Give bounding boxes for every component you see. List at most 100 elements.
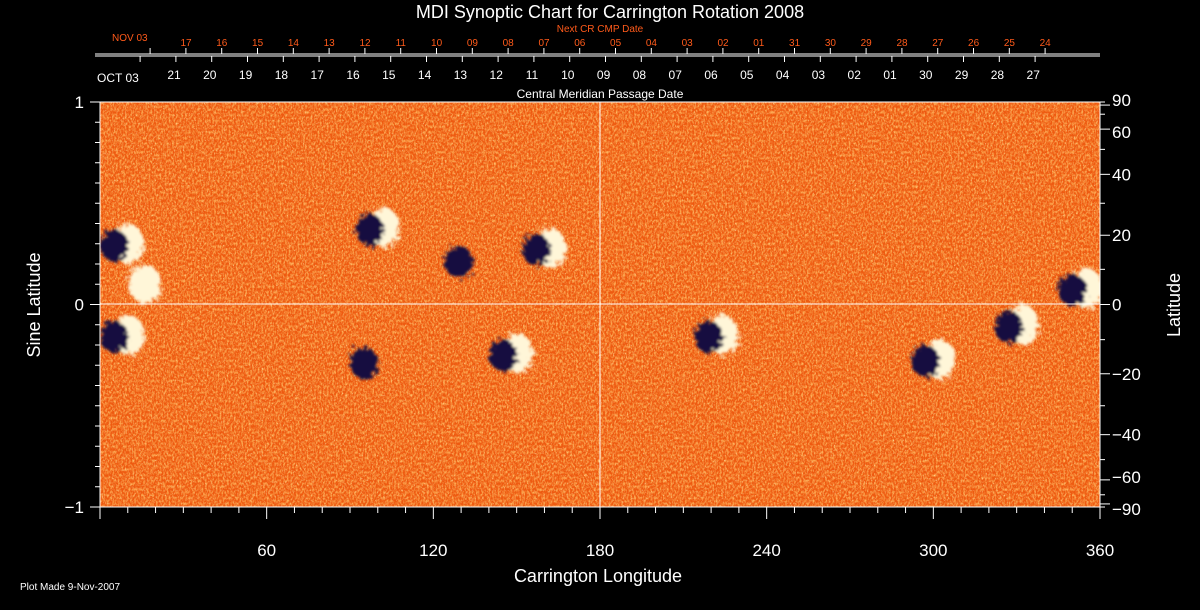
- next-cmp-date-label: 07: [538, 38, 550, 49]
- next-cmp-date-label: 11: [396, 38, 407, 49]
- cmp-date-label: 21: [167, 68, 181, 82]
- cmp-date-label: 27: [1027, 68, 1041, 82]
- active-region-negative-patch: [911, 345, 940, 378]
- y-tick-label-left: 1: [75, 93, 84, 112]
- cmp-date-label: 11: [526, 68, 539, 82]
- cmp-date-label: 14: [418, 68, 432, 82]
- y-axis-label-right: Latitude: [1164, 273, 1184, 337]
- next-cmp-start-label: NOV 03: [112, 33, 148, 44]
- active-region-negative-patch: [100, 320, 129, 353]
- active-region-negative-patch: [694, 320, 723, 353]
- next-cmp-date-label: 12: [359, 38, 371, 49]
- next-cmp-date-label: 03: [682, 38, 694, 49]
- active-region-9: [1058, 268, 1100, 309]
- x-tick-label: 240: [752, 541, 780, 560]
- active-region-positive-patch: [128, 264, 161, 305]
- y-tick-label-right: 0: [1112, 296, 1121, 315]
- cmp-date-label: 16: [346, 68, 360, 82]
- x-tick-label: 120: [419, 541, 447, 560]
- cmp-date-label: 29: [955, 68, 969, 82]
- y-tick-label-right: 20: [1112, 226, 1131, 245]
- next-cmp-date-label: 02: [717, 38, 729, 49]
- cmp-date-label: 01: [883, 68, 897, 82]
- next-cmp-date-label: 15: [252, 38, 264, 49]
- x-tick-label: 180: [586, 541, 614, 560]
- active-region-7: [694, 314, 739, 355]
- cmp-date-label: 10: [561, 68, 575, 82]
- plot-area: [100, 102, 1100, 507]
- next-cmp-date-label: 10: [431, 38, 443, 49]
- y-tick-label-right: 90: [1112, 91, 1131, 110]
- active-region-2: [100, 314, 145, 355]
- x-tick-label: 300: [919, 541, 947, 560]
- active-region-negative-patch: [522, 233, 551, 266]
- active-region-4: [350, 347, 379, 380]
- cmp-date-label: 04: [776, 68, 790, 82]
- cmp-date-label: 15: [382, 68, 396, 82]
- next-cmp-date-label: 29: [861, 38, 873, 49]
- active-region-5: [522, 227, 567, 268]
- y-tick-label-left: 0: [75, 296, 84, 315]
- cmp-date-label: 28: [991, 68, 1005, 82]
- active-region-10: [994, 304, 1039, 345]
- next-cmp-date-label: 31: [789, 38, 801, 49]
- y-axis-label-left: Sine Latitude: [24, 252, 44, 357]
- next-cmp-date-label: 01: [753, 38, 765, 49]
- cmp-date-label: 06: [704, 68, 718, 82]
- active-region-6: [489, 333, 534, 374]
- active-region-negative-patch: [355, 213, 384, 246]
- y-tick-label-right: 40: [1112, 165, 1131, 184]
- next-cmp-date-label: 08: [503, 38, 515, 49]
- active-region-negative-patch: [994, 310, 1023, 343]
- x-tick-label: 360: [1086, 541, 1114, 560]
- cmp-date-label: 03: [812, 68, 826, 82]
- next-cmp-date-label: 25: [1004, 38, 1016, 49]
- active-region-negative-patch: [350, 347, 379, 380]
- cmp-date-label: 12: [490, 68, 504, 82]
- cmp-date-label: 17: [311, 68, 325, 82]
- cmp-start-label: OCT 03: [97, 71, 139, 85]
- y-tick-label-right: −40: [1112, 426, 1141, 445]
- y-tick-label-left: −1: [65, 498, 84, 517]
- active-region-negative-patch: [489, 339, 518, 372]
- cmp-date-label: 07: [669, 68, 683, 82]
- active-region-11: [444, 245, 473, 278]
- active-regions: [100, 207, 1100, 380]
- axes: 60 120 180 240 300 360−101 906040200−20−40−60−…: [65, 38, 1141, 560]
- y-tick-label-right: −20: [1112, 365, 1141, 384]
- cmp-axis-label: Central Meridian Passage Date: [517, 87, 684, 101]
- next-cmp-date-label: 04: [646, 38, 658, 49]
- cmp-date-label: 30: [919, 68, 933, 82]
- next-cmp-date-label: 27: [932, 38, 944, 49]
- next-cmp-date-label: 14: [288, 38, 300, 49]
- next-cmp-date-label: 26: [968, 38, 980, 49]
- y-tick-label-right: −60: [1112, 468, 1141, 487]
- cmp-date-label: 18: [275, 68, 289, 82]
- active-region-3: [355, 207, 400, 248]
- cmp-date-label: 02: [848, 68, 862, 82]
- active-region-negative-patch: [444, 245, 473, 278]
- cmp-date-label: 20: [203, 68, 217, 82]
- plot-made-label: Plot Made 9-Nov-2007: [20, 582, 120, 593]
- next-cmp-date-label: 05: [610, 38, 622, 49]
- cmp-date-label: 09: [597, 68, 611, 82]
- y-tick-label-right: 60: [1112, 123, 1131, 142]
- cmp-date-label: 08: [633, 68, 647, 82]
- next-cmp-date-label: 17: [180, 38, 192, 49]
- active-region-0: [100, 223, 145, 264]
- x-tick-label: 60: [257, 541, 276, 560]
- active-region-1: [128, 264, 161, 305]
- next-cmp-date-label: 06: [574, 38, 586, 49]
- next-cmp-date-label: 24: [1040, 38, 1052, 49]
- cmp-date-label: 13: [454, 68, 468, 82]
- next-cmp-date-label: 16: [216, 38, 228, 49]
- next-cmp-date-label: 28: [896, 38, 908, 49]
- cmp-date-label: 05: [740, 68, 754, 82]
- next-cmp-date-label: 30: [825, 38, 837, 49]
- x-axis-label: Carrington Longitude: [514, 566, 682, 586]
- next-cmp-date-label: 13: [324, 38, 336, 49]
- active-region-negative-patch: [100, 229, 129, 262]
- y-tick-label-right: −90: [1112, 500, 1141, 519]
- active-region-negative-patch: [1058, 274, 1087, 307]
